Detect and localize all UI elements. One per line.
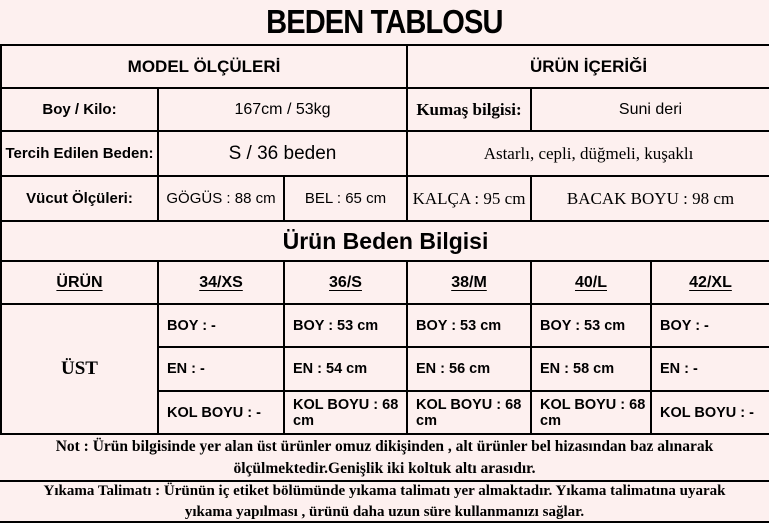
page-title-bar: BEDEN TABLOSU bbox=[0, 0, 769, 44]
size-info-title: Ürün Beden Bilgisi bbox=[0, 220, 769, 262]
height-weight-value: 167cm / 53kg bbox=[157, 87, 408, 132]
preferred-size-label: Tercih Edilen Beden: bbox=[0, 130, 159, 177]
en-34xs: EN : - bbox=[157, 346, 285, 392]
preferred-size-value: S / 36 beden bbox=[157, 130, 408, 177]
measurement-note: Not : Ürün bilgisinde yer alan üst ürünl… bbox=[0, 435, 769, 482]
size-col-urun: ÜRÜN bbox=[0, 260, 159, 305]
kolboyu-40l: KOL BOYU : 68 cm bbox=[530, 390, 652, 435]
size-col-42xl: 42/XL bbox=[649, 260, 769, 305]
boy-34xs: BOY : - bbox=[157, 303, 285, 348]
kol-boyu-row: KOL BOYU : - KOL BOYU : 68 cm KOL BOYU :… bbox=[1, 390, 769, 435]
model-measurements-header: MODEL ÖLÇÜLERİ bbox=[0, 44, 408, 89]
hip-measurement: KALÇA : 95 cm bbox=[406, 175, 532, 222]
kolboyu-38m: KOL BOYU : 68 cm bbox=[406, 390, 532, 435]
row-group-ust: ÜST bbox=[0, 303, 159, 435]
features-value: Astarlı, cepli, düğmeli, kuşaklı bbox=[405, 130, 769, 177]
fabric-label: Kumaş bilgisi: bbox=[406, 87, 532, 132]
size-col-36s: 36/S bbox=[283, 260, 408, 305]
page-title: BEDEN TABLOSU bbox=[266, 3, 503, 40]
boy-row: ÜST BOY : - BOY : 53 cm BOY : 53 cm BOY … bbox=[0, 303, 769, 435]
en-42xl: EN : - bbox=[649, 346, 769, 392]
boy-40l: BOY : 53 cm bbox=[530, 303, 652, 348]
en-38m: EN : 56 cm bbox=[406, 346, 532, 392]
body-measurements-label: Vücut Ölçüleri: bbox=[0, 175, 159, 222]
section-header-row: MODEL ÖLÇÜLERİ ÜRÜN İÇERİĞİ bbox=[0, 44, 769, 89]
kolboyu-34xs: KOL BOYU : - bbox=[157, 390, 285, 435]
en-40l: EN : 58 cm bbox=[530, 346, 652, 392]
body-measurements-row: Vücut Ölçüleri: GÖGÜS : 88 cm BEL : 65 c… bbox=[0, 175, 769, 222]
product-content-header: ÜRÜN İÇERİĞİ bbox=[405, 44, 769, 89]
size-col-40l: 40/L bbox=[530, 260, 652, 305]
size-info-title-row: Ürün Beden Bilgisi bbox=[0, 220, 769, 262]
boy-38m: BOY : 53 cm bbox=[406, 303, 532, 348]
size-columns-header-row: ÜRÜN 34/XS 36/S 38/M 40/L 42/XL bbox=[0, 260, 769, 305]
en-row: EN : - EN : 54 cm EN : 56 cm EN : 58 cm … bbox=[1, 346, 769, 392]
kolboyu-42xl: KOL BOYU : - bbox=[649, 390, 769, 435]
height-weight-label: Boy / Kilo: bbox=[0, 87, 159, 132]
waist-measurement: BEL : 65 cm bbox=[283, 175, 408, 222]
boy-36s: BOY : 53 cm bbox=[283, 303, 408, 348]
chest-measurement: GÖGÜS : 88 cm bbox=[157, 175, 285, 222]
preferred-size-row: Tercih Edilen Beden: S / 36 beden Astarl… bbox=[0, 130, 769, 177]
size-chart-table: MODEL ÖLÇÜLERİ ÜRÜN İÇERİĞİ Boy / Kilo: … bbox=[0, 44, 769, 435]
size-col-38m: 38/M bbox=[406, 260, 532, 305]
en-36s: EN : 54 cm bbox=[283, 346, 408, 392]
height-weight-row: Boy / Kilo: 167cm / 53kg Kumaş bilgisi: … bbox=[0, 87, 769, 132]
washing-instructions-note: Yıkama Talimatı : Ürünün iç etiket bölüm… bbox=[0, 482, 769, 523]
leg-measurement: BACAK BOYU : 98 cm bbox=[529, 175, 769, 222]
fabric-value: Suni deri bbox=[529, 87, 769, 132]
kolboyu-36s: KOL BOYU : 68 cm bbox=[283, 390, 408, 435]
size-col-34xs: 34/XS bbox=[157, 260, 285, 305]
boy-42xl: BOY : - bbox=[649, 303, 769, 348]
